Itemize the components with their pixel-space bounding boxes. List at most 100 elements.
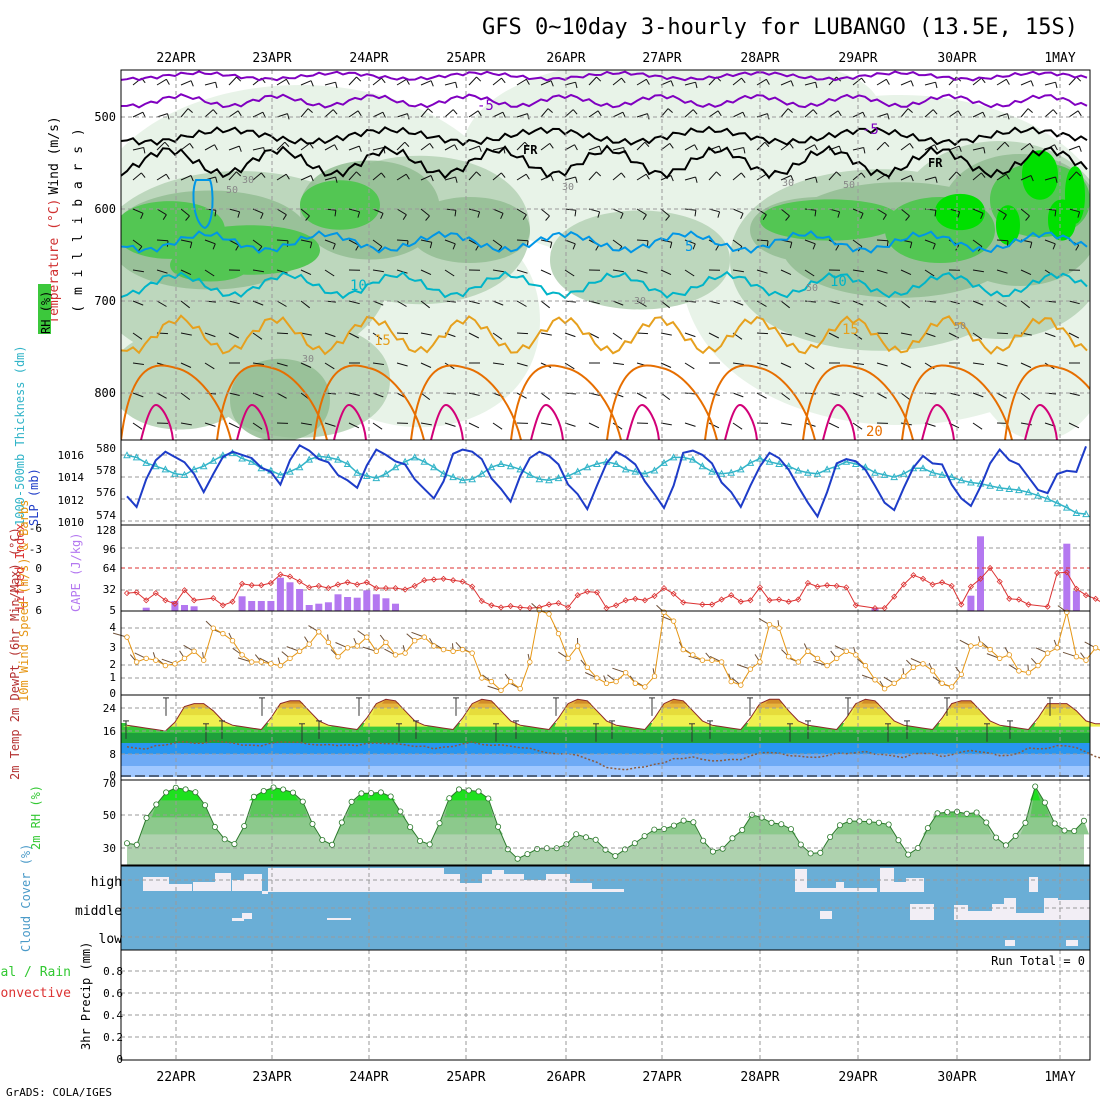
cloud-level-middle: middle (75, 904, 122, 919)
wind-speed-point (873, 678, 878, 683)
date-tick-label: 26APR (546, 1070, 585, 1085)
freezing-label: FR (523, 143, 538, 157)
wind-tick: 1 (109, 671, 116, 684)
temp-band (121, 733, 1090, 743)
wind-speed-point (470, 651, 475, 656)
wind-speed-point (451, 649, 456, 654)
rh-axis-title: RH (%) (39, 291, 53, 334)
wind-tick: 4 (109, 621, 116, 634)
date-tick-label: 29APR (838, 51, 877, 66)
slp-grid (121, 440, 1090, 525)
cloud-level-high: high (91, 875, 122, 890)
thickness-tick: 574 (96, 509, 116, 522)
rh-2m-point (974, 810, 979, 815)
isotherm-label-minus5-right: -5 (862, 122, 879, 138)
cape-bar (325, 602, 332, 611)
wind-speed-point (614, 679, 619, 684)
precip-tick: 0.2 (103, 1031, 123, 1044)
rh-2m-point (798, 842, 803, 847)
wind-speed-point (786, 654, 791, 659)
rh-2m-point (154, 802, 159, 807)
pressure-axis-title: ( m i l l i b a r s ) (71, 127, 86, 312)
wind-speed-point (623, 670, 628, 675)
rh-2m-point (632, 841, 637, 846)
wind-speed-point (518, 686, 523, 691)
rh-2m-point (496, 824, 501, 829)
wind-barb (517, 333, 528, 334)
cloud-middle-clear (922, 904, 934, 920)
rh-2m-point (876, 820, 881, 825)
rh-2m-point (1023, 820, 1028, 825)
wind-speed-point (508, 679, 513, 684)
precip-tick: 0 (116, 1053, 123, 1066)
wind-barb-feather (887, 241, 888, 247)
date-tick-label: 23APR (252, 1070, 291, 1085)
wind-speed-point (882, 686, 887, 691)
wind-speed-point (393, 653, 398, 658)
wind-speed-point (758, 660, 763, 665)
slp-ticks: 1016 1014 1012 1010 (58, 449, 85, 529)
wind-speed-point (719, 660, 724, 665)
wind-speed-point (911, 665, 916, 670)
wind-speed-point (1026, 670, 1031, 675)
wind-speed-point (854, 653, 859, 658)
wind-speed-point (154, 658, 159, 663)
rh-2m-point (515, 856, 520, 861)
slp-tick: 1014 (58, 471, 85, 484)
cloud-middle-clear (992, 904, 1004, 920)
date-tick-label: 22APR (156, 1070, 195, 1085)
precip-frame (121, 950, 1090, 1060)
wind-tick: 0 (109, 687, 116, 700)
rh-2m-point (710, 849, 715, 854)
cloud-high-clear (492, 870, 504, 892)
rh-2m-point (359, 791, 364, 796)
rh-2m-point (896, 838, 901, 843)
date-tick-label: 22APR (156, 51, 195, 66)
rh-2m-point (330, 842, 335, 847)
rh-contour-label: 30 (562, 182, 574, 193)
wind-speed-markers (125, 608, 1100, 693)
rh-2m-point (906, 852, 911, 857)
slp-tick: 1016 (58, 449, 85, 462)
rh-2m-point (583, 835, 588, 840)
rh-2m-point (222, 837, 227, 842)
rh-contour-label: 50 (806, 283, 818, 294)
wind-speed-point (134, 660, 139, 665)
rh-2m-point (124, 841, 129, 846)
cloud-middle-clear (910, 904, 922, 920)
rh-ticks: 70 50 30 (103, 777, 116, 855)
wind-speed-point (604, 681, 609, 686)
precip-convective-title: Convective (0, 986, 71, 1001)
wind-speed-point (489, 679, 494, 684)
wind-speed-point (403, 651, 408, 656)
temp-band (121, 766, 1090, 777)
cape-bar (181, 605, 188, 611)
precip-grid (121, 950, 1090, 1060)
wind-speed-point (1084, 658, 1089, 663)
rh-2m-point (525, 852, 530, 857)
rh-2m-point (720, 846, 725, 851)
rh-2m-point (447, 796, 452, 801)
wind-tick: 3 (109, 641, 116, 654)
slp-tick: 1012 (58, 494, 85, 507)
cloud-middle-clear (242, 913, 252, 919)
wind-speed-point (997, 656, 1002, 661)
date-tick-label: 26APR (546, 51, 585, 66)
rh-2m-point (642, 834, 647, 839)
rh-2m-point (203, 803, 208, 808)
rh-2m-point (456, 787, 461, 792)
rh-2m-point (505, 847, 510, 852)
rh-tick: 50 (103, 809, 116, 822)
rh-2m-point (535, 846, 540, 851)
wind-speed-point (432, 644, 437, 649)
isotherm-label-10: 10 (350, 278, 367, 294)
rh-2m-point (466, 788, 471, 793)
cloud-high-clear (570, 883, 592, 892)
cape-tick: 64 (103, 562, 117, 575)
wind-speed-point (863, 663, 868, 668)
wind-speed-point (259, 660, 264, 665)
wind-speed-point (892, 681, 897, 686)
cape-bar (287, 582, 294, 611)
thickness-tick: 578 (96, 464, 116, 477)
wind-speed-point (959, 672, 964, 677)
